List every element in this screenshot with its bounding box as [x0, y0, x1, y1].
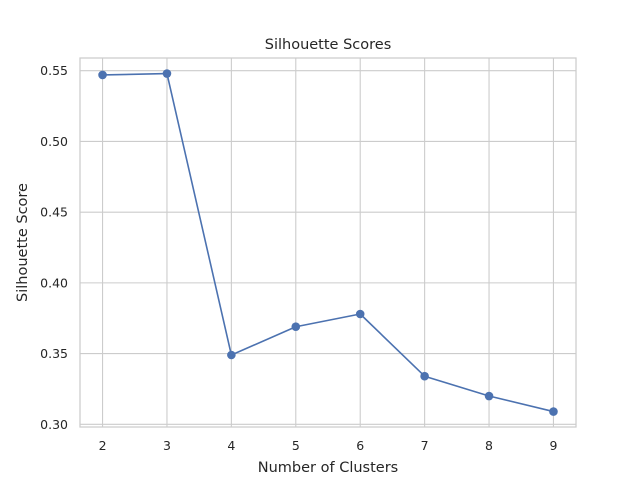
y-tick-labels: 0.30 0.35 0.40 0.45 0.50 0.55	[40, 63, 68, 432]
series-line	[102, 72, 554, 413]
x-tick-label: 9	[549, 438, 557, 453]
plot-area-frame	[79, 57, 577, 428]
data-point	[420, 371, 429, 381]
x-tick-label: 4	[227, 438, 235, 453]
data-point	[98, 70, 107, 80]
y-tick-label: 0.35	[40, 346, 68, 361]
y-tick-label: 0.50	[40, 134, 68, 149]
data-point	[355, 309, 365, 319]
data-point	[291, 322, 301, 332]
y-tick-label: 0.40	[40, 275, 68, 290]
y-tick-label: 0.30	[40, 417, 68, 432]
data-point	[549, 407, 558, 416]
y-axis-label: Silhouette Score	[15, 183, 31, 302]
data-point	[227, 350, 236, 360]
y-tick-label: 0.45	[40, 205, 68, 220]
x-tick-label: 7	[421, 438, 429, 453]
grid-lines	[80, 58, 576, 427]
x-tick-label: 6	[356, 438, 364, 453]
x-tick-label: 5	[292, 438, 300, 453]
x-tick-labels: 2 3 4 5 6 7 8 9	[99, 438, 558, 453]
y-tick-label: 0.55	[40, 63, 68, 78]
chart-title: Silhouette Scores	[265, 37, 392, 53]
x-tick-label: 2	[99, 438, 107, 453]
data-point	[162, 69, 172, 78]
x-axis-label: Number of Clusters	[258, 460, 398, 476]
data-point	[484, 391, 494, 401]
series-layer	[98, 69, 558, 416]
x-tick-label: 3	[163, 438, 171, 453]
x-tick-label: 8	[485, 438, 493, 453]
